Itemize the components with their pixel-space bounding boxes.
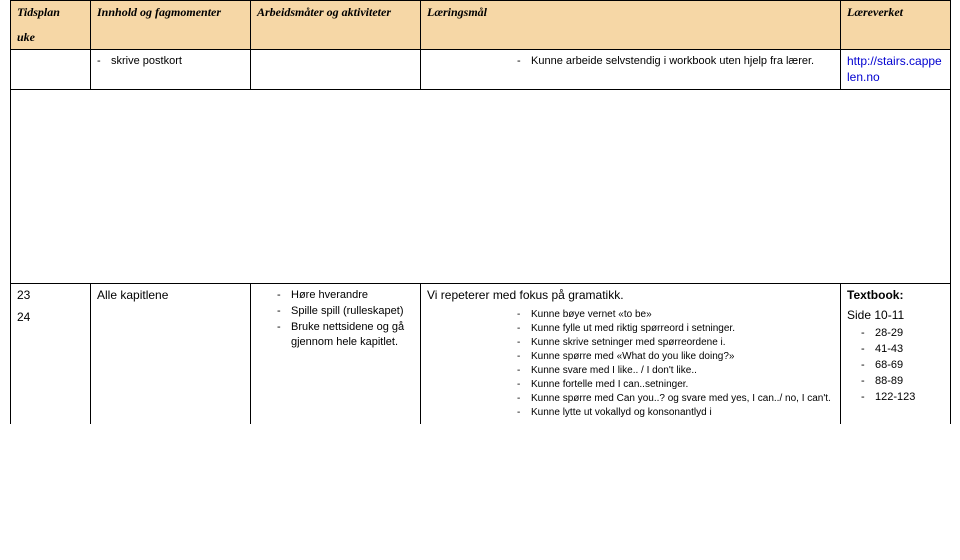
- row-2: 23 24 Alle kapitlene Høre hverandre Spil…: [11, 284, 951, 425]
- list-item: Kunne skrive setninger med spørreordene …: [517, 336, 834, 349]
- row2-arbeidsmater-list: Høre hverandre Spille spill (rulleskapet…: [277, 288, 414, 349]
- list-item: Høre hverandre: [277, 288, 414, 303]
- list-item: Spille spill (rulleskapet): [277, 304, 414, 319]
- row2-laringsmal-list: Kunne bøye vernet «to be» Kunne fylle ut…: [517, 308, 834, 419]
- curriculum-table: Tidsplan uke Innhold og fagmomenter Arbe…: [10, 0, 951, 424]
- list-item: skrive postkort: [97, 54, 244, 69]
- list-item: Kunne spørre med «What do you like doing…: [517, 350, 834, 363]
- list-item: Kunne svare med I like.. / I don't like.…: [517, 364, 834, 377]
- header-tidsplan: Tidsplan uke: [11, 1, 91, 50]
- row2-innhold: Alle kapitlene: [91, 284, 251, 425]
- header-tidsplan-line2: uke: [17, 30, 84, 45]
- row2-laereverket: Textbook: Side 10-11 28-29 41-43 68-69 8…: [841, 284, 951, 425]
- list-item: Kunne fortelle med I can..setninger.: [517, 378, 834, 391]
- spacer-row: [11, 90, 951, 284]
- header-laereverket: Læreverket: [841, 1, 951, 50]
- header-innhold: Innhold og fagmomenter: [91, 1, 251, 50]
- row1-tidsplan: [11, 50, 91, 90]
- row2-laringsmal-heading: Vi repeterer med fokus på gramatikk.: [427, 288, 834, 302]
- row1-innhold-list: skrive postkort: [97, 54, 244, 69]
- week-a: 23: [17, 288, 84, 302]
- row1-innhold: skrive postkort: [91, 50, 251, 90]
- row1-laringsmal: Kunne arbeide selvstendig i workbook ute…: [421, 50, 841, 90]
- header-tidsplan-line1: Tidsplan: [17, 5, 84, 20]
- stairs-link[interactable]: http://stairs.cappelen.no: [847, 54, 942, 84]
- row2-arbeidsmater: Høre hverandre Spille spill (rulleskapet…: [251, 284, 421, 425]
- list-item: Kunne bøye vernet «to be»: [517, 308, 834, 321]
- page-ranges-list: 28-29 41-43 68-69 88-89 122-123: [861, 326, 944, 404]
- header-arbeidsmater: Arbeidsmåter og aktiviteter: [251, 1, 421, 50]
- list-item: 28-29: [861, 326, 944, 341]
- list-item: 41-43: [861, 342, 944, 357]
- list-item: Kunne arbeide selvstendig i workbook ute…: [517, 54, 834, 69]
- list-item: 122-123: [861, 390, 944, 405]
- list-item: Bruke nettsidene og gå gjennom hele kapi…: [277, 320, 414, 350]
- textbook-label: Textbook:: [847, 288, 944, 302]
- row-1: skrive postkort Kunne arbeide selvstendi…: [11, 50, 951, 90]
- row2-innhold-text: Alle kapitlene: [97, 288, 168, 302]
- row1-laereverket: http://stairs.cappelen.no: [841, 50, 951, 90]
- side-label: Side 10-11: [847, 308, 944, 322]
- list-item: Kunne spørre med Can you..? og svare med…: [517, 392, 834, 405]
- row1-laringsmal-list: Kunne arbeide selvstendig i workbook ute…: [517, 54, 834, 69]
- row1-arbeidsmater: [251, 50, 421, 90]
- page: Tidsplan uke Innhold og fagmomenter Arbe…: [0, 0, 960, 560]
- header-row: Tidsplan uke Innhold og fagmomenter Arbe…: [11, 1, 951, 50]
- row2-tidsplan: 23 24: [11, 284, 91, 425]
- header-laringsmal: Læringsmål: [421, 1, 841, 50]
- list-item: 68-69: [861, 358, 944, 373]
- row2-laringsmal: Vi repeterer med fokus på gramatikk. Kun…: [421, 284, 841, 425]
- list-item: Kunne fylle ut med riktig spørreord i se…: [517, 322, 834, 335]
- list-item: Kunne lytte ut vokallyd og konsonantlyd …: [517, 406, 834, 419]
- week-b: 24: [17, 310, 84, 324]
- list-item: 88-89: [861, 374, 944, 389]
